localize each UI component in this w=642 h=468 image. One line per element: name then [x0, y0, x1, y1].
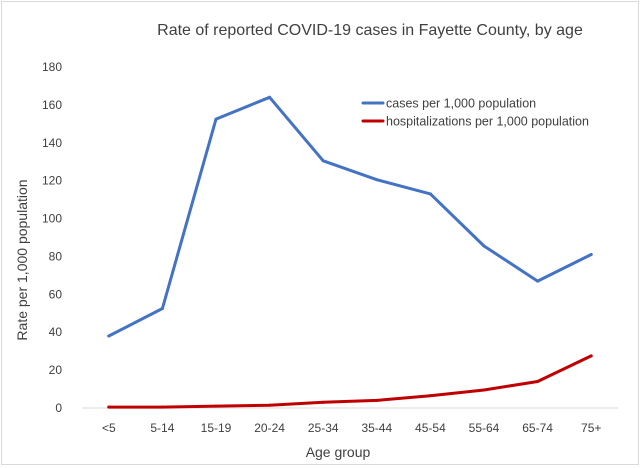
- x-tick-label: 75+: [581, 421, 601, 435]
- y-tick-label: 120: [42, 174, 62, 188]
- data-point: [107, 405, 111, 409]
- x-tick-label: 20-24: [254, 421, 285, 435]
- y-axis-label: Rate per 1,000 population: [14, 179, 30, 340]
- data-point: [321, 159, 325, 163]
- x-axis-ticks: <5 5-14 15-19 20-24 25-34 35-44 45-54 55-64 65-7…: [102, 421, 601, 435]
- data-point: [268, 403, 272, 407]
- x-tick-label: 55-64: [469, 421, 500, 435]
- y-tick-label: 40: [49, 325, 63, 339]
- x-tick-label: 45-54: [415, 421, 446, 435]
- data-point: [214, 117, 218, 121]
- data-point: [536, 279, 540, 283]
- data-point: [107, 334, 111, 338]
- data-point: [321, 400, 325, 404]
- data-point: [375, 398, 379, 402]
- x-tick-label: 25-34: [308, 421, 339, 435]
- data-point: [160, 307, 164, 311]
- data-point: [589, 354, 593, 358]
- data-point: [536, 379, 540, 383]
- y-axis-ticks: 0 20 40 60 80 100 120 140 160 180: [42, 60, 62, 415]
- x-tick-label: 35-44: [361, 421, 392, 435]
- x-tick-label: 5-14: [150, 421, 174, 435]
- y-tick-label: 160: [42, 98, 62, 112]
- legend-label-0: cases per 1,000 population: [386, 97, 536, 111]
- x-tick-label: 15-19: [201, 421, 232, 435]
- data-point: [268, 95, 272, 99]
- legend-label-1: hospitalizations per 1,000 population: [386, 115, 589, 129]
- data-point: [589, 253, 593, 257]
- data-point: [428, 192, 432, 196]
- y-tick-label: 60: [49, 287, 63, 301]
- series-layer: [107, 95, 593, 409]
- y-tick-label: 100: [42, 212, 62, 226]
- series-line-1: [107, 354, 593, 409]
- legend: cases per 1,000 population hospitalizatio…: [361, 97, 589, 129]
- x-tick-label: <5: [102, 421, 116, 435]
- y-tick-label: 140: [42, 136, 62, 150]
- data-point: [214, 404, 218, 408]
- series-line-0: [107, 95, 593, 338]
- data-point: [375, 178, 379, 182]
- y-tick-label: 80: [49, 249, 63, 263]
- y-tick-label: 180: [42, 60, 62, 74]
- y-tick-label: 0: [55, 401, 62, 415]
- data-point: [160, 405, 164, 409]
- data-point: [482, 388, 486, 392]
- x-tick-label: 65-74: [522, 421, 553, 435]
- x-axis-label: Age group: [306, 444, 371, 460]
- y-tick-label: 20: [49, 363, 63, 377]
- chart-title: Rate of reported COVID-19 cases in Fayet…: [157, 22, 583, 39]
- data-point: [482, 244, 486, 248]
- data-point: [428, 394, 432, 398]
